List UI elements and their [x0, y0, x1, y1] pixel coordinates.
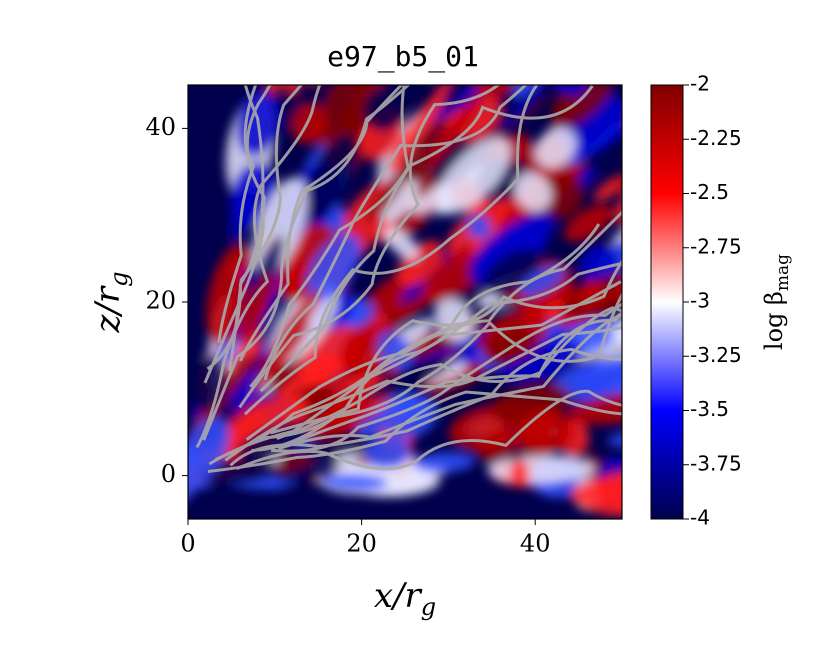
x-axis-label: x/rg	[374, 576, 436, 621]
colorbar-tick-label: -3.25	[690, 343, 742, 367]
colorbar-label: log βmag	[760, 254, 793, 350]
colorbar-tick-label: -3.75	[690, 451, 742, 475]
x-tick-label: 0	[180, 530, 195, 558]
colorbar-tick-label: -2.25	[690, 126, 742, 150]
colorbar-tick-label: -4	[690, 506, 710, 530]
x-tick-label: 40	[520, 530, 551, 558]
y-tick-label: 40	[145, 113, 176, 141]
y-tick-label: 0	[161, 460, 176, 488]
colorbar-tick-label: -3	[690, 289, 710, 313]
colorbar-tick-label: -3.5	[690, 397, 729, 421]
colorbar	[650, 84, 684, 520]
colorbar-tick-label: -2.75	[690, 234, 742, 258]
field-image	[188, 85, 622, 519]
colorbar-tick-label: -2	[690, 72, 710, 96]
y-axis-label: z/rg	[88, 272, 133, 334]
y-tick-label: 20	[145, 287, 176, 315]
chart-title: e97_b5_01	[327, 40, 479, 74]
x-tick-label: 20	[346, 530, 377, 558]
colorbar-tick-label: -2.5	[690, 180, 729, 204]
